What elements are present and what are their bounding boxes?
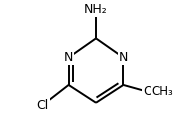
Text: CH₃: CH₃ xyxy=(151,85,173,98)
Text: N: N xyxy=(64,51,73,64)
Text: NH₂: NH₂ xyxy=(84,3,108,16)
Text: O: O xyxy=(143,85,153,98)
Text: Cl: Cl xyxy=(36,99,49,112)
Text: N: N xyxy=(119,51,128,64)
